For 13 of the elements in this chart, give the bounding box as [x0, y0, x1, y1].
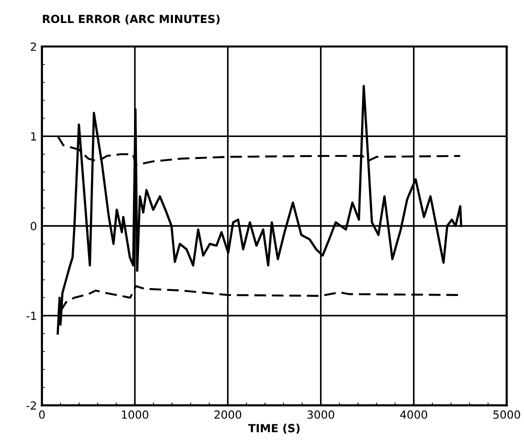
- x-tick-label: 2000: [214, 410, 242, 419]
- chart-title: ROLL ERROR (ARC MINUTES): [42, 14, 220, 24]
- x-tick-label: 1000: [122, 410, 148, 419]
- x-axis-title: TIME (S): [248, 424, 300, 434]
- x-tick-label: 3000: [308, 410, 334, 419]
- y-tick-label: 0: [30, 222, 36, 230]
- x-tick-label: 5000: [493, 410, 520, 419]
- y-tick-label: -2: [26, 401, 36, 410]
- x-tick-label: 4000: [400, 410, 428, 419]
- y-tick-label: 1: [31, 132, 36, 140]
- y-tick-label: 2: [30, 42, 36, 51]
- x-tick-label: 0: [39, 410, 45, 419]
- y-tick-label: -1: [26, 312, 36, 320]
